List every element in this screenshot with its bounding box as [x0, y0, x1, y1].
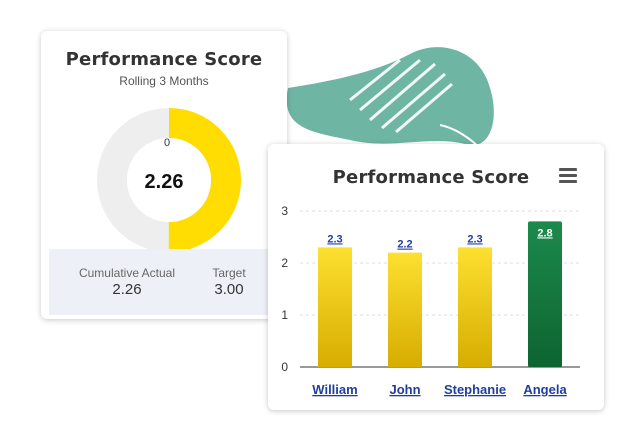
performance-chart-card: 0 1 2 3 2.3 William 2.2 John 2.3 Stephanie 2.8 Ange… [268, 144, 604, 410]
y-tick-label: 2 [281, 256, 288, 270]
chart-title: Performance Score [332, 167, 530, 188]
summary-subtitle: Rolling 3 Months [119, 74, 209, 88]
data-label: 2.3 [467, 233, 482, 245]
summary-title: Performance Score [65, 49, 263, 70]
y-tick-label: 1 [281, 308, 288, 322]
bar-stephanie[interactable] [458, 247, 492, 367]
cumulative-actual-value: 2.26 [112, 281, 142, 298]
cumulative-actual-label: Cumulative Actual [78, 266, 176, 280]
x-category-link-john[interactable]: John [389, 382, 420, 397]
x-category-link-stephanie[interactable]: Stephanie [444, 382, 506, 397]
cumulative-actual-stat: Cumulative Actual 2.26 [57, 266, 197, 298]
donut-zero-label: 0 [163, 137, 171, 149]
stats-panel: Cumulative Actual 2.26 Target 3.00 [49, 249, 279, 315]
data-label: 2.8 [537, 227, 552, 239]
donut-fill [97, 108, 241, 252]
target-value: 3.00 [214, 281, 244, 298]
target-label: Target [212, 266, 246, 280]
data-label: 2.3 [327, 233, 342, 245]
data-label: 2.2 [397, 239, 412, 251]
performance-summary-card: Performance Score Rolling 3 Months 0 2.2… [41, 31, 287, 319]
bar-chart: 0 1 2 3 2.3 William 2.2 John 2.3 Stephanie 2.8 Ange… [281, 204, 580, 397]
bar-john[interactable] [388, 252, 422, 367]
bar-angela[interactable] [528, 221, 562, 367]
x-category-link-angela[interactable]: Angela [523, 382, 567, 397]
donut-gauge [97, 108, 241, 252]
y-tick-label: 0 [281, 360, 288, 374]
decorative-blob [286, 47, 494, 151]
y-tick-label: 3 [281, 204, 288, 218]
donut-center-value: 2.26 [144, 171, 184, 193]
bar-william[interactable] [318, 247, 352, 367]
donut-hole [127, 138, 211, 222]
x-category-link-william[interactable]: William [312, 382, 357, 397]
hamburger-menu-icon[interactable] [559, 168, 577, 183]
target-stat: Target 3.00 [189, 266, 269, 298]
